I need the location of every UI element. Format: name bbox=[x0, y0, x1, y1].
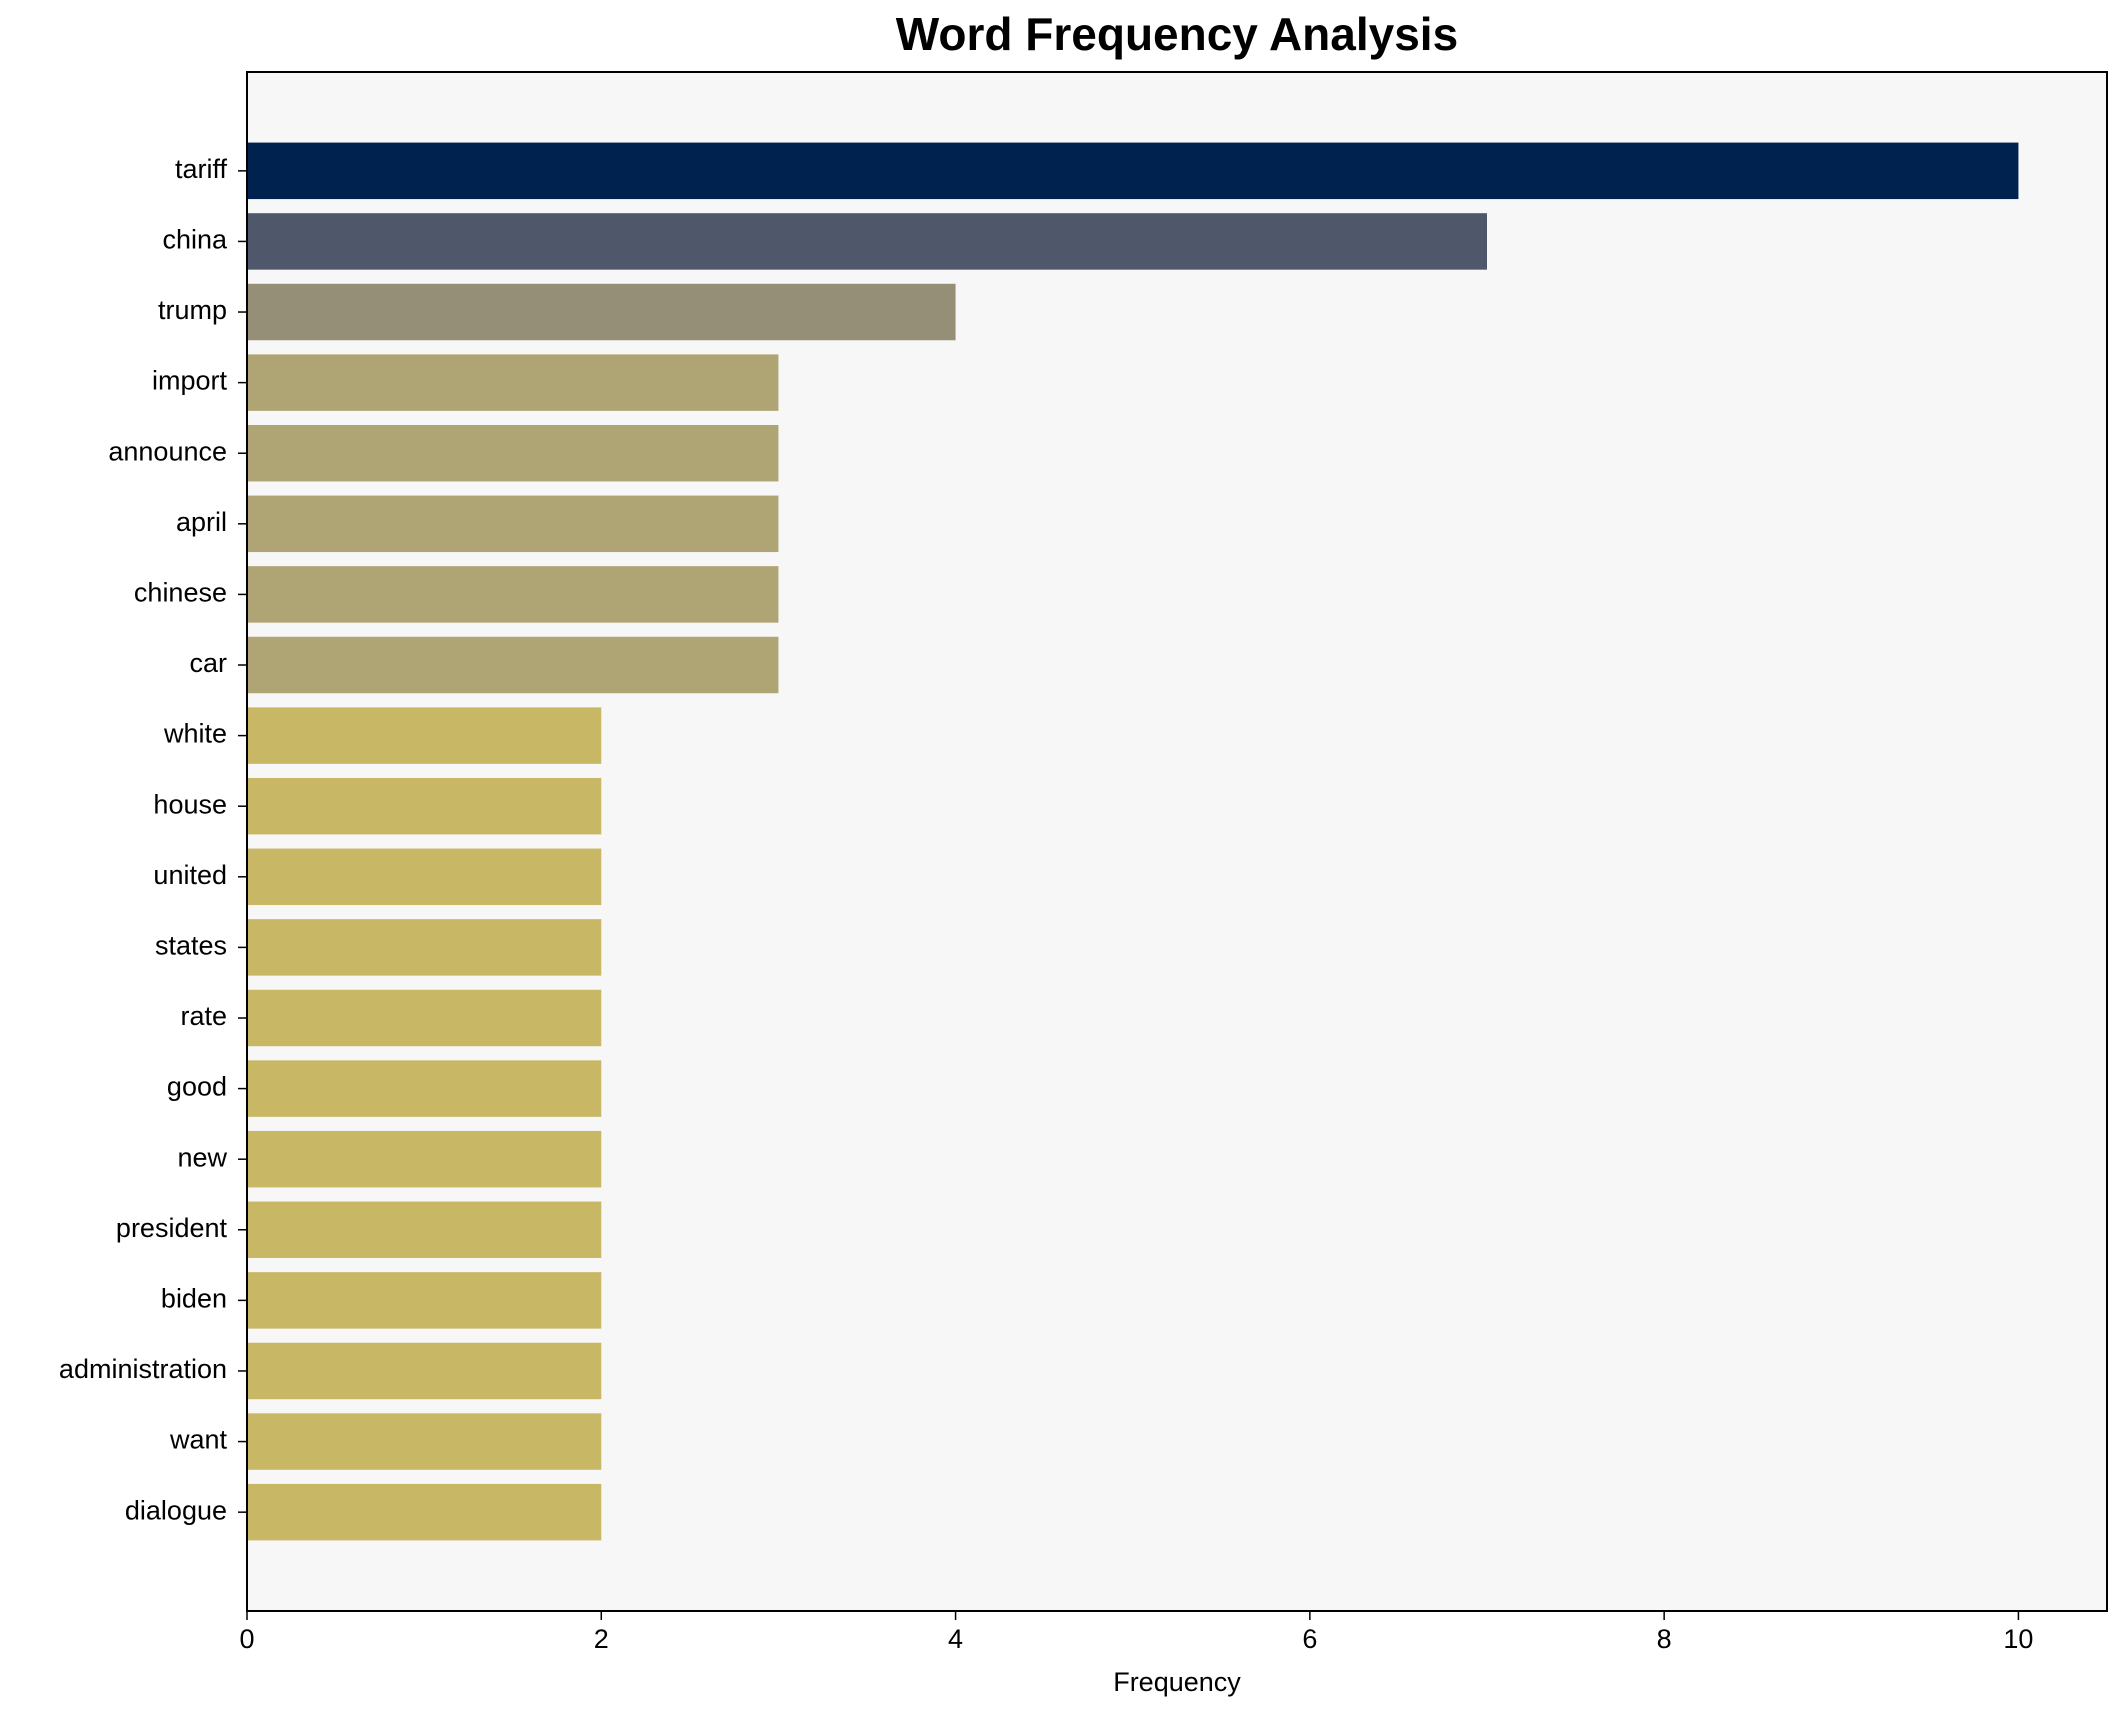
bar bbox=[247, 1413, 602, 1470]
plot-frame bbox=[246, 71, 2108, 1612]
y-tick-label: trump bbox=[158, 295, 227, 325]
chart-title: Word Frequency Analysis bbox=[896, 8, 1458, 60]
y-tick-label: united bbox=[153, 860, 227, 890]
x-tick-label: 2 bbox=[594, 1624, 609, 1654]
bar bbox=[247, 1201, 602, 1259]
bar bbox=[247, 1272, 602, 1329]
bar bbox=[247, 354, 779, 411]
bar bbox=[247, 1483, 602, 1541]
x-tick-label: 0 bbox=[239, 1624, 254, 1654]
y-tick-label: announce bbox=[108, 436, 227, 466]
bar bbox=[247, 707, 602, 764]
bar bbox=[247, 848, 602, 906]
bar bbox=[247, 213, 1487, 270]
y-tick-label: house bbox=[153, 789, 227, 819]
y-tick-label: tariff bbox=[175, 154, 228, 184]
y-tick-label: car bbox=[189, 648, 227, 678]
y-tick-label: april bbox=[176, 507, 227, 537]
bar bbox=[247, 989, 602, 1047]
y-tick-label: new bbox=[177, 1142, 227, 1172]
y-tick-label: china bbox=[162, 225, 228, 255]
x-tick-label: 6 bbox=[1302, 1624, 1317, 1654]
y-tick-label: good bbox=[167, 1072, 227, 1102]
y-tick-label: white bbox=[163, 719, 227, 749]
y-tick-label: president bbox=[116, 1213, 228, 1243]
x-tick-label: 10 bbox=[2003, 1624, 2033, 1654]
x-axis-label: Frequency bbox=[1113, 1667, 1241, 1697]
bar bbox=[247, 283, 956, 341]
bar bbox=[247, 777, 602, 835]
y-tick-label: want bbox=[169, 1425, 228, 1455]
y-tick-label: states bbox=[155, 931, 227, 961]
y-tick-label: rate bbox=[180, 1001, 227, 1031]
x-tick-label: 4 bbox=[948, 1624, 963, 1654]
bar bbox=[247, 919, 602, 976]
y-tick-label: chinese bbox=[134, 578, 227, 608]
x-tick-label: 8 bbox=[1657, 1624, 1672, 1654]
bar bbox=[247, 1130, 602, 1188]
y-tick-label: import bbox=[152, 366, 228, 396]
bar bbox=[247, 495, 779, 553]
bar bbox=[247, 1342, 602, 1400]
y-tick-label: administration bbox=[59, 1354, 227, 1384]
bar bbox=[247, 424, 779, 482]
bar bbox=[247, 636, 779, 694]
y-tick-label: biden bbox=[161, 1284, 227, 1314]
y-tick-label: dialogue bbox=[125, 1495, 227, 1525]
bar bbox=[247, 566, 779, 623]
bar bbox=[247, 1060, 602, 1117]
bar bbox=[247, 142, 2019, 200]
